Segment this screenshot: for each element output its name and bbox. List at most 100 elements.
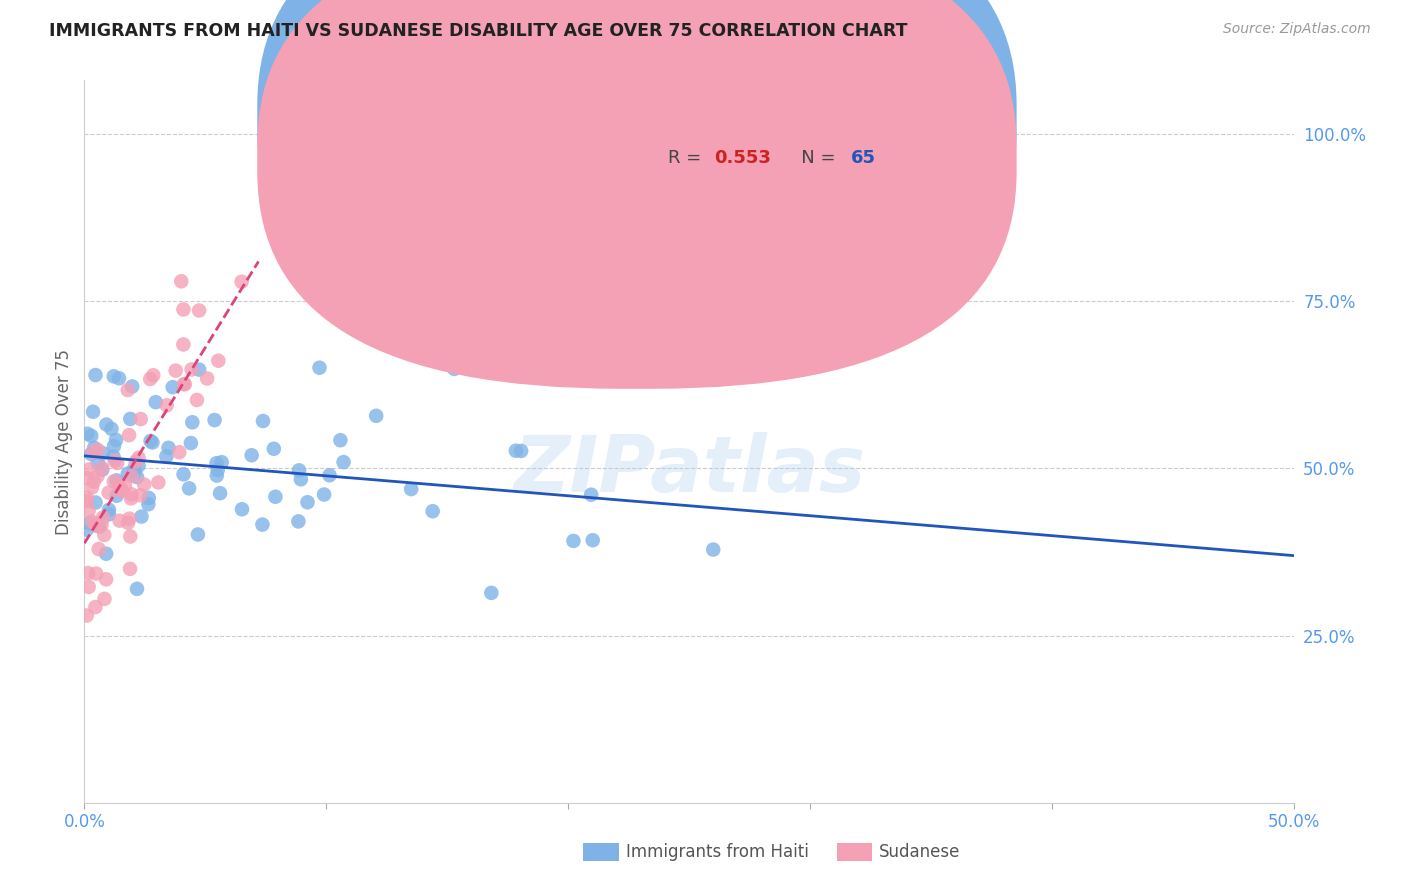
Point xyxy=(157,441,180,455)
Point xyxy=(264,490,287,504)
Point xyxy=(100,422,122,436)
Point xyxy=(76,471,98,485)
Point xyxy=(366,409,388,423)
Point xyxy=(204,413,226,427)
Point xyxy=(162,380,184,394)
Text: Source: ZipAtlas.com: Source: ZipAtlas.com xyxy=(1223,22,1371,37)
Point xyxy=(195,371,218,385)
Point xyxy=(97,485,120,500)
Point xyxy=(77,503,100,517)
Point xyxy=(83,441,105,455)
Point xyxy=(169,445,191,459)
Point xyxy=(82,405,104,419)
Point xyxy=(399,482,422,496)
Text: N =: N = xyxy=(785,149,842,168)
Point xyxy=(173,377,195,392)
Point xyxy=(318,468,340,483)
Point xyxy=(80,480,103,494)
Point xyxy=(79,516,101,530)
Point xyxy=(240,448,263,462)
Point xyxy=(287,515,309,529)
Point xyxy=(96,547,118,561)
Point xyxy=(110,482,132,496)
Point xyxy=(84,566,107,581)
Point xyxy=(207,463,229,477)
Point xyxy=(98,503,121,517)
Text: 0.553: 0.553 xyxy=(714,149,772,168)
Point xyxy=(186,392,208,407)
Point xyxy=(91,461,114,475)
Point xyxy=(124,461,146,475)
Point xyxy=(187,527,209,541)
Point xyxy=(138,491,160,505)
Point xyxy=(91,510,114,524)
Point xyxy=(579,488,602,502)
Point xyxy=(117,516,139,530)
Point xyxy=(148,475,170,490)
Point xyxy=(179,481,201,495)
Point xyxy=(128,458,150,473)
Point xyxy=(118,511,141,525)
Text: R =: R = xyxy=(668,110,707,128)
Point xyxy=(180,362,202,376)
Text: 80: 80 xyxy=(851,110,876,128)
Point xyxy=(89,519,111,533)
Point xyxy=(562,533,585,548)
Point xyxy=(90,517,112,532)
Point xyxy=(76,494,98,508)
Point xyxy=(80,515,103,529)
Point xyxy=(77,566,100,580)
Text: IMMIGRANTS FROM HAITI VS SUDANESE DISABILITY AGE OVER 75 CORRELATION CHART: IMMIGRANTS FROM HAITI VS SUDANESE DISABI… xyxy=(49,22,908,40)
Point xyxy=(231,275,253,289)
FancyBboxPatch shape xyxy=(257,0,1017,349)
Point xyxy=(443,362,465,376)
Point xyxy=(308,360,330,375)
Point xyxy=(582,533,605,548)
Point xyxy=(77,580,100,594)
Point xyxy=(290,472,312,486)
Point xyxy=(180,436,202,450)
Point xyxy=(422,504,444,518)
Point xyxy=(172,302,194,317)
Text: N =: N = xyxy=(785,110,842,128)
Point xyxy=(105,433,128,447)
Point xyxy=(170,274,193,288)
Point xyxy=(103,369,125,384)
Point xyxy=(702,542,724,557)
Point xyxy=(156,398,179,412)
Point xyxy=(297,495,319,509)
Point xyxy=(211,455,233,469)
Point xyxy=(188,362,211,376)
Point xyxy=(91,446,114,460)
Point xyxy=(118,562,141,576)
Point xyxy=(87,442,110,457)
Point xyxy=(155,450,177,464)
Point xyxy=(120,529,142,543)
Point xyxy=(105,456,128,470)
Point xyxy=(142,368,165,383)
Point xyxy=(94,572,117,586)
Point xyxy=(329,434,352,448)
Point xyxy=(76,608,98,623)
Point xyxy=(165,363,187,377)
Point xyxy=(173,467,195,482)
Point xyxy=(172,337,194,351)
Point xyxy=(125,470,148,484)
Point xyxy=(103,450,125,464)
Point xyxy=(80,429,103,443)
FancyBboxPatch shape xyxy=(257,0,1017,389)
Point xyxy=(103,475,125,489)
Point xyxy=(173,377,195,392)
Point xyxy=(93,528,115,542)
Point xyxy=(139,372,162,386)
Point xyxy=(141,435,163,450)
Point xyxy=(117,467,139,481)
Point xyxy=(86,518,108,533)
Text: Immigrants from Haiti: Immigrants from Haiti xyxy=(626,843,808,861)
Point xyxy=(103,439,125,453)
Point xyxy=(104,454,127,468)
Point xyxy=(252,517,274,532)
Point xyxy=(108,477,131,491)
Point xyxy=(139,434,162,448)
Point xyxy=(181,415,204,429)
